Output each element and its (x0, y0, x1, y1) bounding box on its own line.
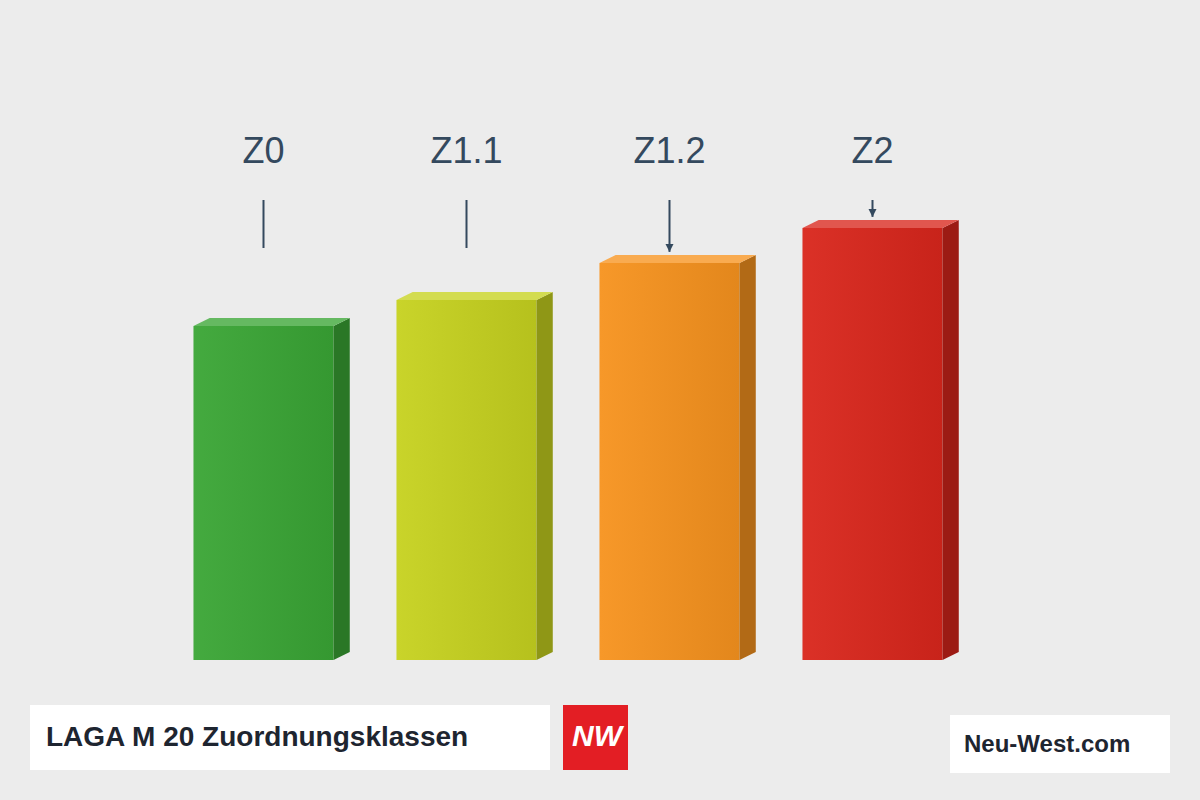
svg-text:Neu-West.com: Neu-West.com (964, 730, 1130, 757)
svg-text:Z0: Z0 (242, 130, 284, 171)
svg-text:Z1.1: Z1.1 (430, 130, 502, 171)
svg-text:Z2: Z2 (851, 130, 893, 171)
svg-text:LAGA M 20 Zuordnungsklassen: LAGA M 20 Zuordnungsklassen (46, 721, 468, 752)
svg-text:Z1.2: Z1.2 (633, 130, 705, 171)
svg-text:NW: NW (572, 719, 625, 752)
